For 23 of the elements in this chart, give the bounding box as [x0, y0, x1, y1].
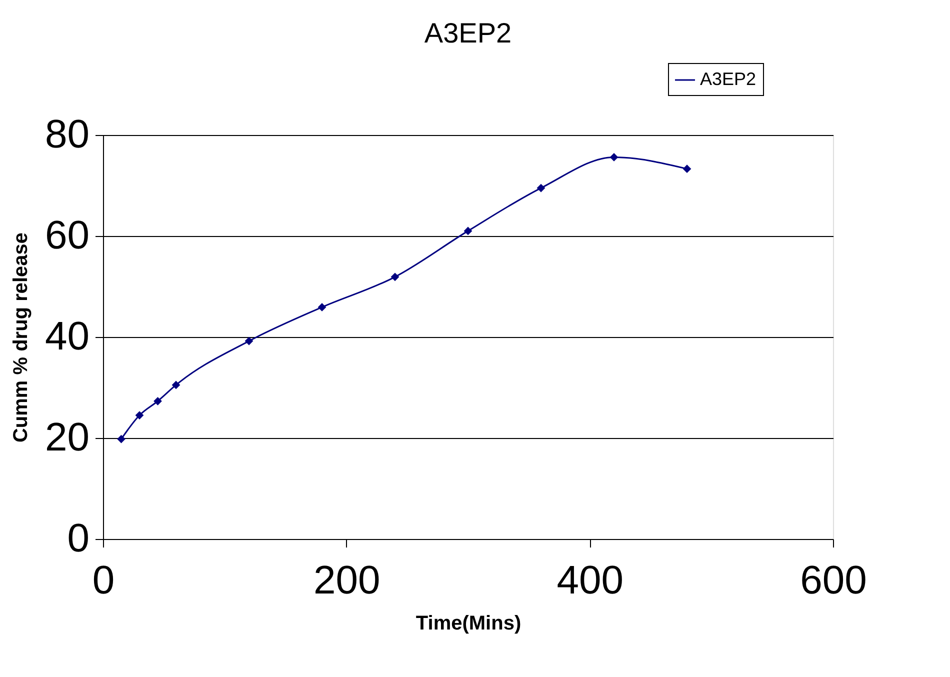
x-axis-title: Time(Mins)	[416, 612, 522, 634]
y-tick-label: 80	[45, 112, 90, 156]
point	[682, 164, 692, 174]
point	[318, 303, 326, 312]
y-tick-label: 60	[45, 214, 90, 258]
point	[117, 434, 126, 444]
y-tick-label: 0	[67, 516, 90, 560]
point	[536, 184, 546, 192]
y-tick-label: 40	[45, 314, 90, 358]
x-tick-label: 600	[800, 558, 867, 602]
x-tick-label: 200	[313, 558, 380, 602]
y-tick-label: 20	[45, 416, 90, 460]
point	[244, 336, 254, 346]
legend-label: A3EP2	[700, 69, 756, 89]
point	[610, 153, 618, 162]
point	[172, 380, 180, 390]
point	[464, 226, 472, 236]
chart-title: A3EP2	[424, 18, 512, 48]
x-tick-label: 400	[556, 558, 624, 602]
point	[135, 411, 144, 420]
point	[154, 396, 162, 406]
point	[390, 272, 400, 282]
y-axis-title: Cumm % drug release	[10, 232, 32, 443]
